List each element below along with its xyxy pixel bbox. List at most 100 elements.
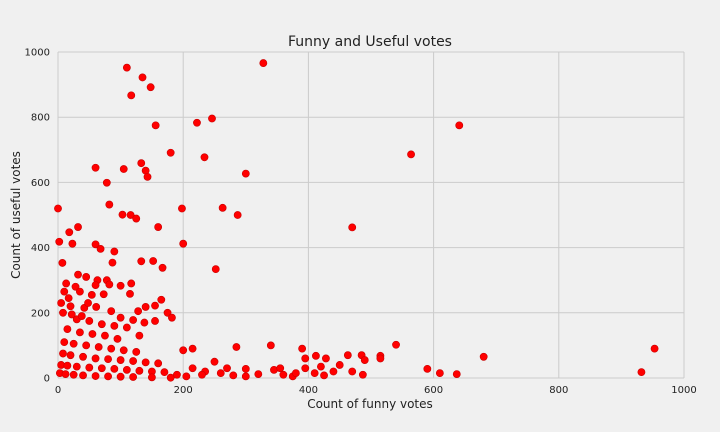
scatter-point bbox=[76, 287, 84, 296]
scatter-point bbox=[650, 344, 659, 353]
scatter-point bbox=[151, 317, 159, 325]
x-tick-label: 1000 bbox=[671, 385, 696, 396]
y-axis-label: Count of useful votes bbox=[9, 151, 23, 279]
scatter-point bbox=[76, 328, 84, 337]
scatter-point bbox=[91, 354, 100, 363]
scatter-point bbox=[59, 349, 67, 358]
scatter-point bbox=[116, 356, 125, 364]
scatter-point bbox=[61, 370, 70, 378]
scatter-point bbox=[182, 372, 191, 381]
scatter-point bbox=[129, 373, 138, 381]
scatter-point bbox=[435, 369, 444, 378]
scatter-point bbox=[232, 343, 241, 351]
scatter-point bbox=[360, 356, 369, 364]
y-tick-label: 600 bbox=[31, 178, 50, 189]
scatter-point bbox=[107, 307, 116, 316]
scatter-point bbox=[163, 308, 172, 317]
scatter-point bbox=[54, 204, 62, 213]
scatter-point bbox=[66, 351, 75, 360]
data-points bbox=[54, 59, 659, 382]
scatter-point bbox=[91, 372, 100, 380]
scatter-point bbox=[137, 257, 146, 266]
scatter-point bbox=[104, 372, 112, 381]
scatter-point bbox=[241, 364, 250, 373]
scatter-point bbox=[301, 364, 310, 373]
scatter-point bbox=[104, 355, 112, 363]
scatter-point bbox=[178, 204, 186, 213]
scatter-point bbox=[110, 321, 119, 330]
scatter-point bbox=[188, 364, 197, 373]
scatter-point bbox=[60, 338, 69, 347]
scatter-point bbox=[637, 368, 646, 377]
scatter-point bbox=[343, 351, 352, 360]
scatter-point bbox=[116, 372, 125, 381]
scatter-point bbox=[147, 373, 156, 382]
scatter-point bbox=[122, 63, 131, 72]
scatter-point bbox=[110, 364, 119, 373]
y-tick-label: 800 bbox=[31, 113, 50, 124]
scatter-point bbox=[160, 368, 169, 377]
scatter-point bbox=[119, 165, 128, 173]
scatter-point bbox=[79, 371, 87, 380]
scatter-point bbox=[119, 346, 128, 355]
scatter-point bbox=[158, 263, 167, 272]
scatter-point bbox=[60, 287, 69, 296]
y-tick-label: 400 bbox=[31, 243, 50, 254]
scatter-point bbox=[376, 354, 385, 363]
scatter-point bbox=[173, 370, 181, 379]
scatter-point bbox=[67, 310, 76, 319]
scatter-point bbox=[298, 344, 307, 353]
scatter-point bbox=[259, 59, 268, 67]
scatter-point bbox=[211, 265, 220, 274]
scatter-point bbox=[348, 223, 357, 232]
scatter-point bbox=[233, 211, 242, 219]
scatter-point bbox=[62, 279, 71, 288]
scatter-point bbox=[392, 340, 400, 349]
scatter-point bbox=[97, 364, 106, 373]
scatter-point bbox=[84, 299, 92, 307]
scatter-point bbox=[134, 307, 143, 316]
scatter-point bbox=[188, 344, 197, 353]
scatter-point bbox=[122, 323, 131, 332]
scatter-point bbox=[151, 121, 160, 130]
scatter-point bbox=[166, 373, 175, 382]
scatter-point bbox=[218, 203, 227, 212]
x-tick-label: 0 bbox=[55, 385, 61, 396]
y-tick-label: 200 bbox=[31, 308, 50, 319]
scatter-point bbox=[241, 372, 250, 381]
scatter-point bbox=[322, 354, 330, 363]
scatter-point bbox=[291, 369, 300, 378]
scatter-point bbox=[65, 228, 74, 237]
scatter-point bbox=[79, 352, 87, 361]
scatter-point bbox=[69, 339, 78, 348]
scatter-point bbox=[55, 237, 64, 246]
scatter-point bbox=[179, 239, 188, 248]
scatter-point bbox=[198, 370, 206, 379]
scatter-point bbox=[72, 362, 81, 371]
scatter-point bbox=[455, 121, 464, 130]
scatter-point bbox=[77, 312, 86, 320]
scatter-point bbox=[63, 361, 72, 370]
scatter-point bbox=[87, 290, 96, 299]
x-axis-label: Count of funny votes bbox=[307, 397, 433, 411]
scatter-point bbox=[208, 114, 216, 123]
x-tick-label: 600 bbox=[424, 385, 443, 396]
scatter-point bbox=[97, 320, 106, 329]
scatter-point bbox=[132, 214, 141, 223]
x-tick-label: 200 bbox=[174, 385, 193, 396]
scatter-point bbox=[141, 358, 150, 367]
scatter-point bbox=[141, 303, 150, 311]
scatter-point bbox=[113, 334, 122, 343]
scatter-point bbox=[223, 364, 231, 373]
scatter-point bbox=[96, 245, 105, 253]
scatter-point bbox=[254, 370, 263, 378]
y-tick-label: 0 bbox=[44, 374, 50, 385]
scatter-point bbox=[301, 354, 310, 363]
scatter-point bbox=[229, 371, 238, 380]
scatter-point bbox=[241, 169, 250, 178]
scatter-point bbox=[168, 313, 176, 322]
scatter-point bbox=[200, 153, 209, 162]
scatter-point bbox=[423, 364, 432, 373]
scatter-point bbox=[179, 346, 188, 355]
scatter-point bbox=[82, 273, 91, 281]
